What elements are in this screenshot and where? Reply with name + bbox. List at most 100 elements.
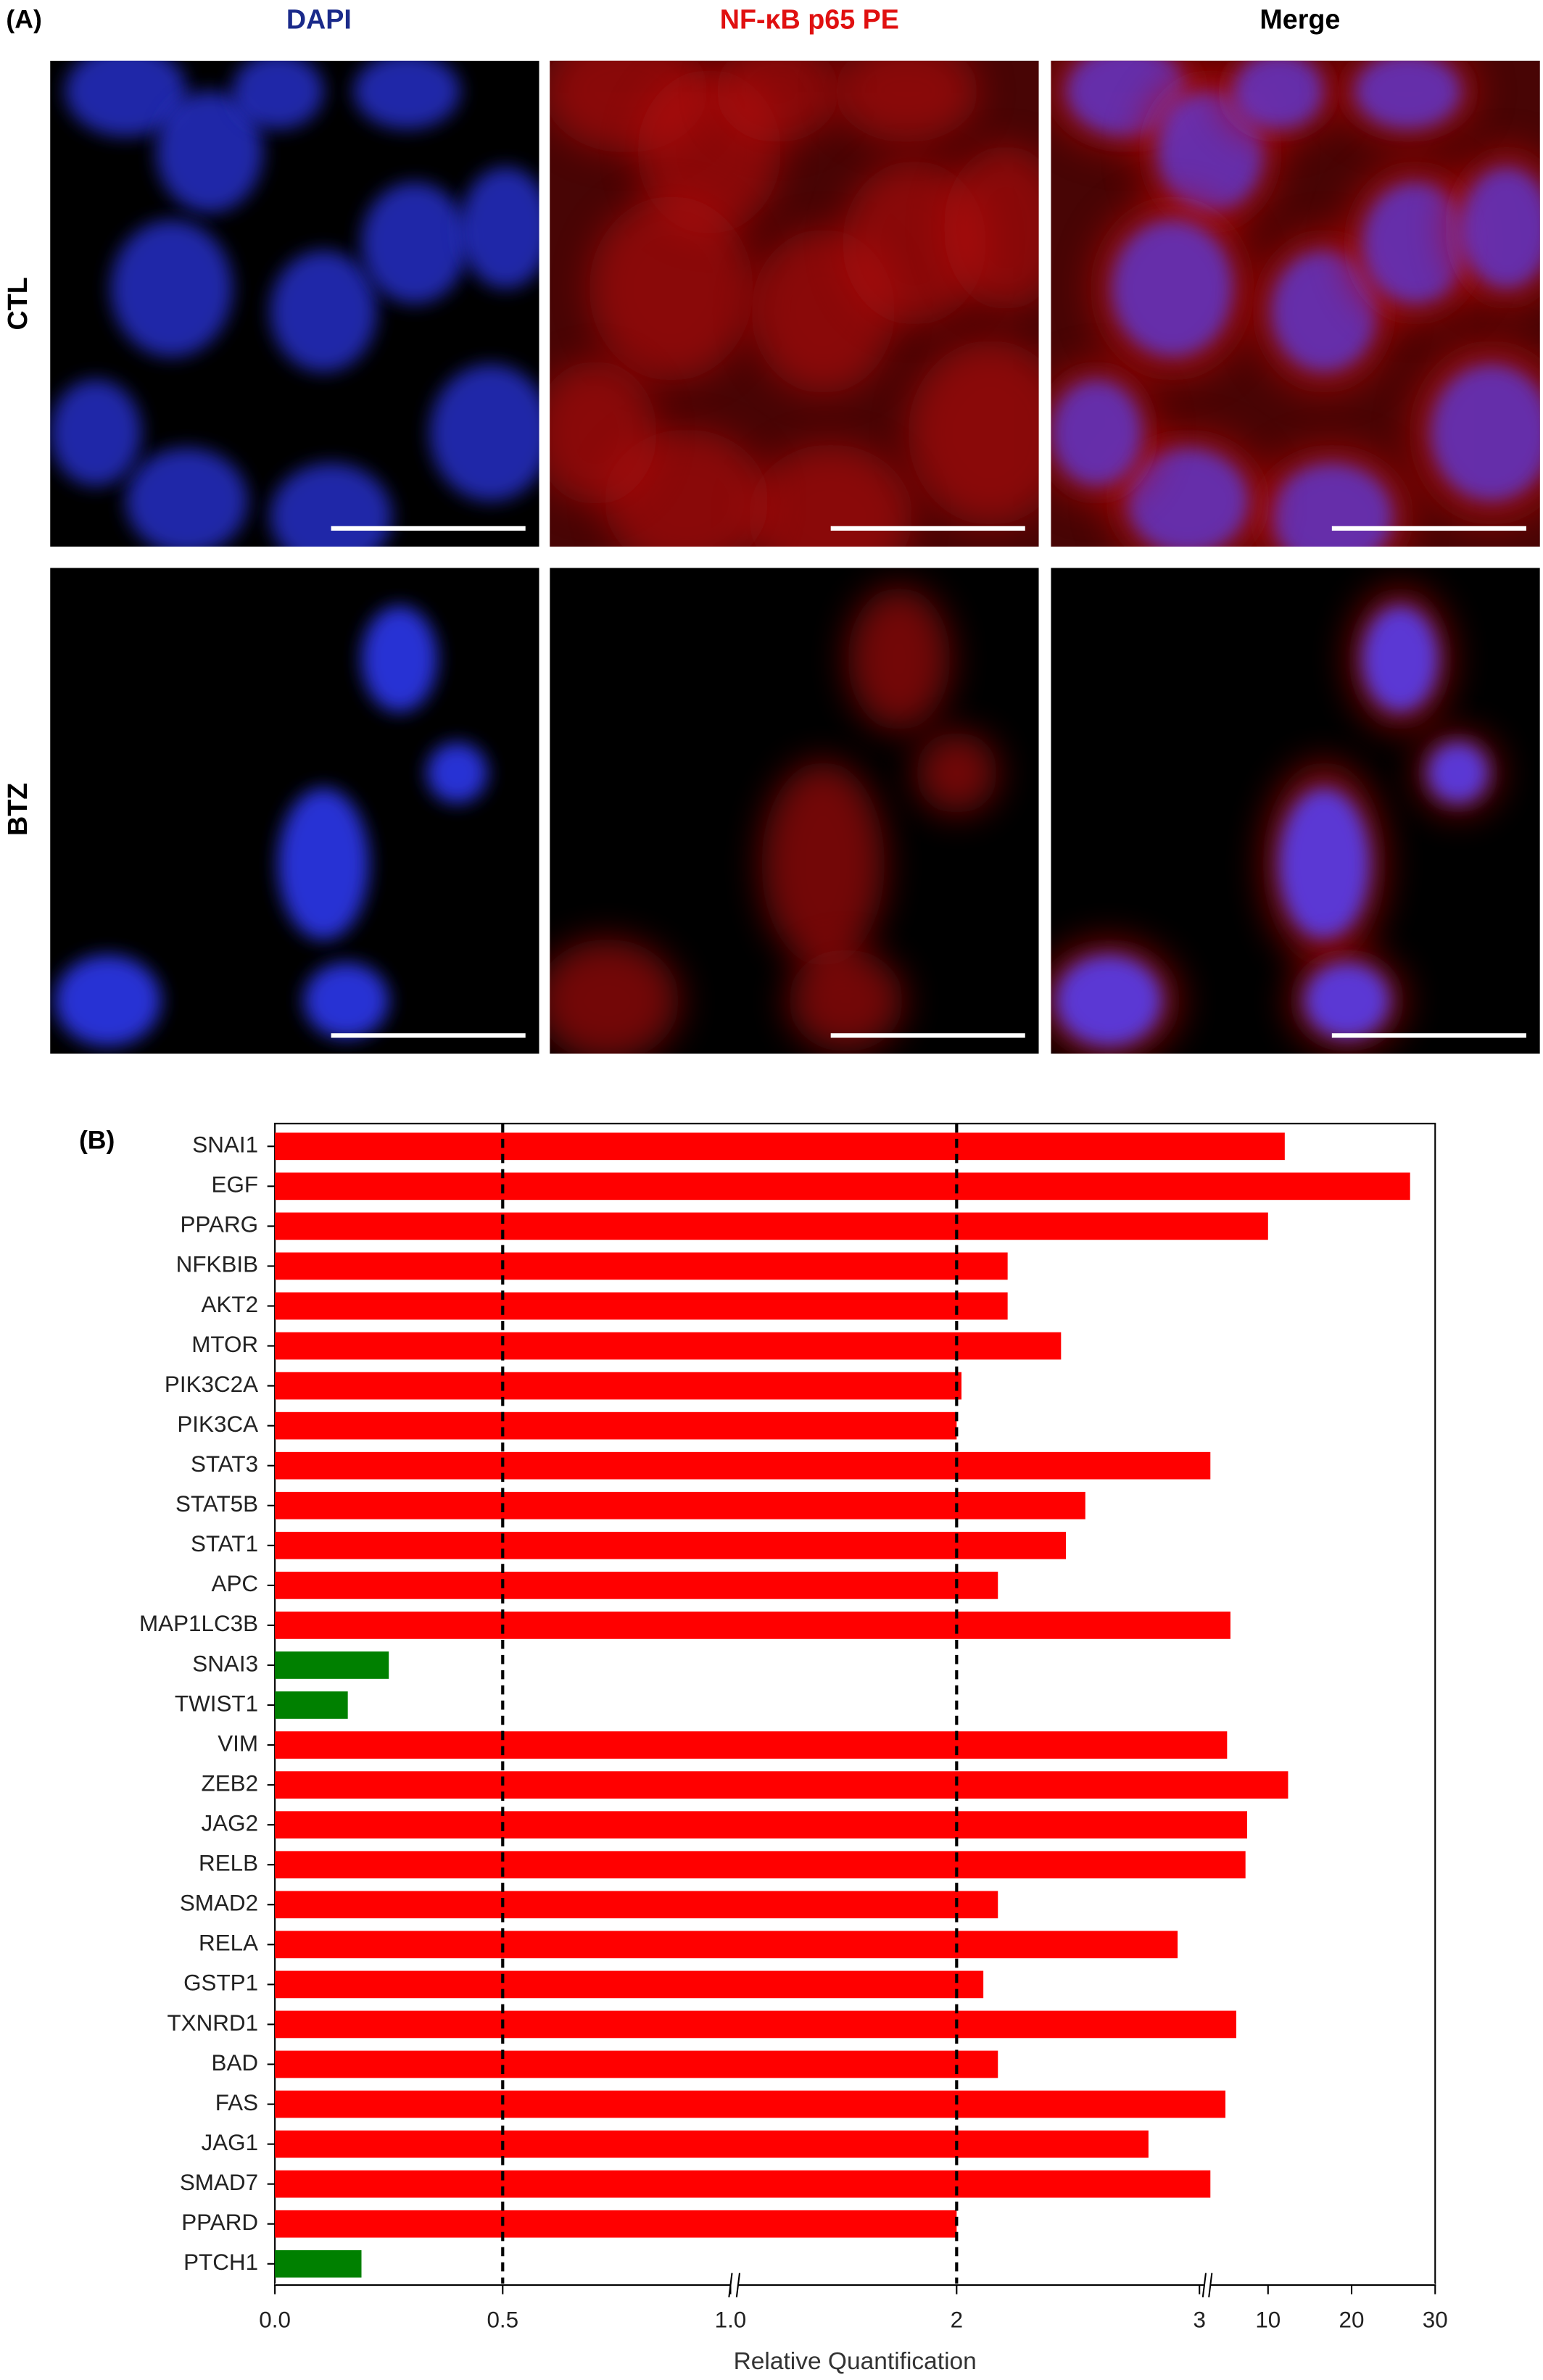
nucleus [1362, 182, 1469, 304]
x-tick-label: 3 [1193, 2308, 1205, 2333]
nucleus [50, 379, 141, 486]
micrograph [50, 60, 539, 547]
y-tick-label: AKT2 [202, 1292, 259, 1317]
y-tick-label: STAT3 [191, 1451, 258, 1477]
y-tick-label: PIK3CA [177, 1411, 258, 1437]
cytoplasm [589, 196, 753, 381]
bar [275, 1811, 1247, 1839]
x-tick-label: 30 [1423, 2308, 1448, 2333]
y-tick-label: MAP1LC3B [139, 1611, 258, 1636]
bar [275, 1372, 962, 1400]
x-tick-label: 2 [951, 2308, 963, 2333]
cytoplasm [915, 731, 998, 814]
bar [275, 2050, 998, 2078]
cytoplasm [716, 60, 840, 143]
y-tick-label: BAD [212, 2050, 259, 2076]
y-tick-label: GSTP1 [183, 1970, 258, 1996]
bar [275, 1212, 1268, 1240]
nucleus [1271, 250, 1378, 373]
nucleus [1112, 220, 1233, 357]
bar [275, 2210, 957, 2238]
y-tick-label: FAS [215, 2090, 258, 2115]
nucleus [1427, 742, 1489, 803]
bar [275, 1612, 1230, 1639]
x-tick-label: 0.5 [487, 2308, 518, 2333]
y-tick-label: EGF [212, 1172, 259, 1198]
nucleus [1460, 167, 1540, 289]
panel-label: (B) [79, 1125, 115, 1154]
x-tick-label: 0.0 [259, 2308, 291, 2333]
nucleus [1431, 364, 1540, 502]
column-label: DAPI [286, 4, 352, 34]
bar [275, 1572, 998, 1599]
bar [275, 1691, 348, 1719]
nucleus [278, 788, 369, 940]
bar [275, 1491, 1085, 1519]
nucleus [270, 250, 377, 373]
nucleus [1362, 605, 1439, 713]
cytoplasm [550, 939, 679, 1054]
nucleus [110, 220, 233, 357]
bar [275, 1332, 1062, 1360]
bar [275, 1771, 1288, 1799]
cytoplasm [748, 444, 913, 547]
micrographs [50, 60, 1540, 1054]
y-tick-label: RELB [199, 1851, 258, 1876]
y-tick-label: MTOR [191, 1332, 258, 1357]
nucleus [1233, 60, 1325, 130]
bar [275, 1531, 1067, 1559]
y-tick-label: JAG1 [202, 2130, 259, 2155]
bar [275, 1931, 1178, 1959]
nucleus [270, 463, 392, 547]
nucleus [1304, 962, 1390, 1039]
bar [275, 1651, 389, 1679]
cytoplasm [550, 360, 657, 505]
micrograph [550, 568, 1039, 1054]
x-tick-label: 20 [1339, 2308, 1365, 2333]
nucleus [232, 60, 324, 130]
bar [275, 1252, 1008, 1280]
nucleus [1051, 379, 1143, 486]
micrograph [50, 568, 539, 1054]
nucleus [303, 962, 389, 1039]
bar [275, 2130, 1149, 2158]
y-tick-label: VIM [218, 1730, 258, 1756]
nucleus [1354, 60, 1461, 130]
nucleus [460, 167, 539, 289]
axis-break [1201, 2273, 1207, 2297]
y-tick-label: APC [212, 1571, 259, 1596]
panel-label: (A) [6, 5, 41, 34]
nucleus [361, 182, 468, 304]
nucleus [1271, 463, 1393, 547]
cytoplasm [908, 340, 1039, 526]
micrograph [550, 60, 1039, 547]
y-tick-label: STAT1 [191, 1531, 258, 1556]
bar [275, 1891, 998, 1919]
bar [275, 1731, 1228, 1759]
column-label: Merge [1259, 4, 1340, 34]
y-tick-label: JAG2 [202, 1810, 259, 1836]
y-tick-label: NFKBIB [176, 1252, 258, 1277]
micrograph [1051, 60, 1540, 547]
nucleus [1278, 788, 1370, 940]
y-tick-label: SNAI1 [192, 1132, 258, 1158]
y-tick-label: PPARG [180, 1212, 258, 1237]
nucleus [54, 955, 162, 1047]
bar [275, 1411, 957, 1440]
nucleus [1055, 955, 1162, 1047]
cytoplasm [943, 146, 1039, 310]
x-axis-title: Relative Quantification [734, 2348, 977, 2375]
cytoplasm [848, 587, 951, 731]
bar [275, 1172, 1410, 1201]
nucleus [65, 60, 187, 137]
bar [275, 1851, 1246, 1879]
row-label: BTZ [2, 783, 33, 836]
micrograph [1051, 568, 1540, 1054]
bar [275, 2010, 1237, 2039]
bar [275, 1292, 1008, 1320]
nucleus [361, 605, 438, 713]
x-tick-label: 1.0 [715, 2308, 747, 2333]
y-tick-label: ZEB2 [202, 1770, 259, 1796]
cytoplasm [788, 949, 903, 1052]
